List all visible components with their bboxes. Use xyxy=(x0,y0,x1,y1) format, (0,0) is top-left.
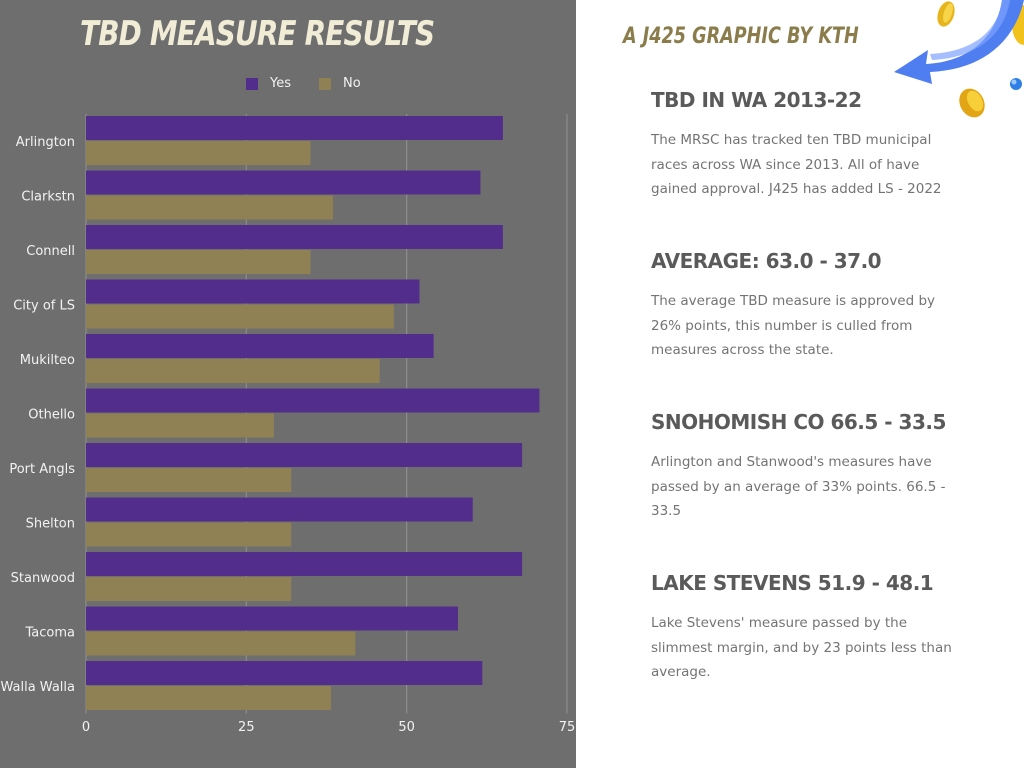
legend-item-no: No xyxy=(319,76,361,91)
bar-yes xyxy=(86,116,503,140)
chart-title: TBD MEASURE RESULTS xyxy=(80,14,435,54)
category-label: City of LS xyxy=(13,299,75,314)
bar-no xyxy=(86,686,331,710)
category-label: Connell xyxy=(26,244,75,259)
section-body: The average TBD measure is approved by 2… xyxy=(651,293,936,358)
legend-label-yes: Yes xyxy=(270,76,291,91)
bar-yes xyxy=(86,279,420,304)
bar-yes xyxy=(86,497,473,522)
section-title: SNOHOMISH CO 66.5 - 33.5 xyxy=(651,410,946,434)
x-tick-labels: 0 25 50 75 xyxy=(82,720,575,735)
bar-no xyxy=(86,468,292,492)
x-tick-label: 25 xyxy=(238,720,255,735)
bar-yes xyxy=(86,443,523,467)
section-body: Lake Stevens' measure passed by the slim… xyxy=(651,615,952,680)
bar-no xyxy=(86,141,311,165)
x-tick-label: 0 xyxy=(82,720,90,735)
legend-item-yes: Yes xyxy=(246,76,291,91)
legend-label-no: No xyxy=(343,76,361,91)
category-labels: Arlington Clarkstn Connell City of LS Mukilt… xyxy=(1,135,76,695)
category-label: Arlington xyxy=(16,135,75,150)
bar-yes xyxy=(86,334,434,358)
bar-yes xyxy=(86,225,503,249)
arrow-coins-icon xyxy=(894,0,1024,118)
section-title: AVERAGE: 63.0 - 37.0 xyxy=(651,249,882,273)
section-body: Arlington and Stanwood's measures have p… xyxy=(651,454,946,519)
x-tick-label: 50 xyxy=(398,720,415,735)
bar-yes xyxy=(86,552,523,576)
credit-text: A J425 GRAPHIC BY KTH xyxy=(623,24,859,49)
bar-chart: Arlington Clarkstn Connell City of LS Mukilt… xyxy=(1,114,575,735)
section-tbd-wa: TBD IN WA 2013-22 The MRSC has tracked t… xyxy=(651,88,961,202)
category-label: Stanwood xyxy=(11,571,75,586)
bar-no xyxy=(86,304,394,329)
bar-no xyxy=(86,522,292,547)
legend-swatch-no xyxy=(319,77,331,90)
bar-yes xyxy=(86,170,481,195)
bar-no xyxy=(86,577,292,601)
chart-legend: Yes No xyxy=(246,76,361,91)
bar-yes xyxy=(86,606,458,631)
bar-yes xyxy=(86,388,540,413)
category-label: Othello xyxy=(28,408,75,423)
info-panel: A J425 GRAPHIC BY KTH TBD IN WA 2013-22 … xyxy=(576,0,1024,768)
legend-swatch-yes xyxy=(246,77,258,90)
bar-no xyxy=(86,631,356,656)
section-title: TBD IN WA 2013-22 xyxy=(651,88,862,112)
section-average: AVERAGE: 63.0 - 37.0 The average TBD mea… xyxy=(651,249,961,363)
bar-no xyxy=(86,250,311,274)
section-lake-stevens: LAKE STEVENS 51.9 - 48.1 Lake Stevens' m… xyxy=(651,571,961,685)
bar-no xyxy=(86,359,380,383)
bar-yes xyxy=(86,661,483,685)
section-title: LAKE STEVENS 51.9 - 48.1 xyxy=(651,571,934,595)
section-snohomish: SNOHOMISH CO 66.5 - 33.5 Arlington and S… xyxy=(651,410,961,524)
category-label: Clarkstn xyxy=(21,190,75,205)
x-tick-label: 75 xyxy=(559,720,576,735)
bars xyxy=(86,116,540,710)
section-body: The MRSC has tracked ten TBD municipal r… xyxy=(651,132,942,197)
category-label: Mukilteo xyxy=(20,353,75,368)
bar-no xyxy=(86,195,333,220)
bar-no xyxy=(86,413,274,438)
category-label: Tacoma xyxy=(25,626,76,641)
category-label: Walla Walla xyxy=(1,680,76,695)
category-label: Shelton xyxy=(26,517,75,532)
category-label: Port Angls xyxy=(9,462,75,477)
